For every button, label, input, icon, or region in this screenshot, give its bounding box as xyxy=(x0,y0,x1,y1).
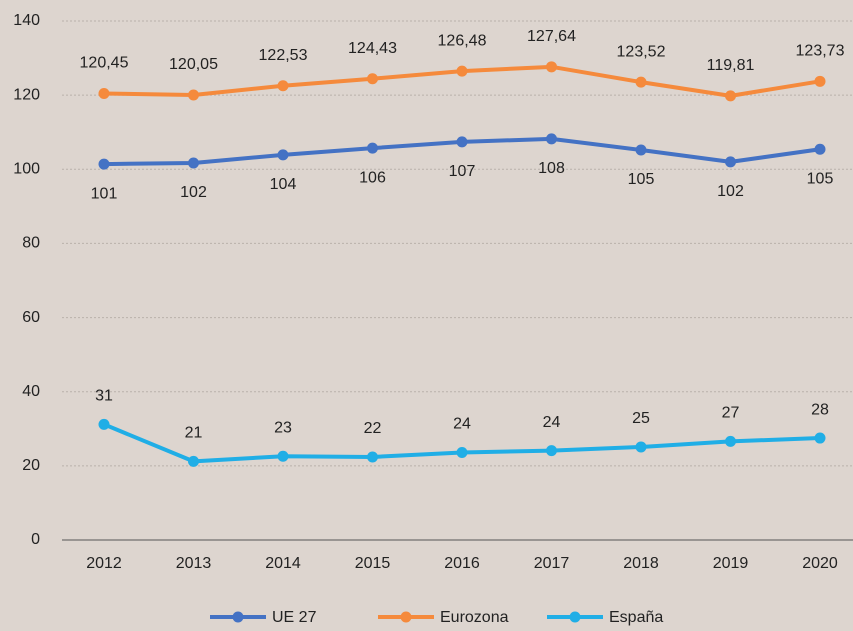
data-label: 24 xyxy=(543,414,561,431)
data-point xyxy=(725,435,736,447)
data-label: 106 xyxy=(359,169,386,186)
y-tick-label: 40 xyxy=(22,383,40,400)
data-point xyxy=(367,73,378,85)
data-label: 122,53 xyxy=(259,47,308,64)
data-point xyxy=(277,149,289,161)
data-label: 119,81 xyxy=(707,57,755,74)
data-point xyxy=(814,75,826,87)
data-label: 23 xyxy=(274,419,292,436)
legend-marker xyxy=(400,611,412,623)
data-label: 22 xyxy=(364,420,382,437)
data-label: 120,05 xyxy=(169,56,218,73)
data-point xyxy=(725,90,736,102)
x-tick-label: 2018 xyxy=(623,555,659,572)
x-tick-label: 2019 xyxy=(713,555,749,572)
y-tick-label: 100 xyxy=(13,161,40,178)
data-point xyxy=(635,144,647,156)
x-tick-label: 2012 xyxy=(86,555,122,572)
legend-marker xyxy=(569,611,581,623)
data-label: 25 xyxy=(632,410,650,427)
legend-marker xyxy=(232,611,244,623)
data-label: 105 xyxy=(807,170,834,187)
y-tick-label: 140 xyxy=(13,12,40,29)
legend-label: Eurozona xyxy=(440,609,509,626)
data-point xyxy=(188,455,199,467)
x-tick-label: 2016 xyxy=(444,555,480,572)
y-tick-label: 120 xyxy=(13,86,40,103)
data-label: 28 xyxy=(811,401,829,418)
data-point xyxy=(188,89,199,101)
data-label: 107 xyxy=(449,163,476,180)
data-point xyxy=(188,157,199,169)
data-point xyxy=(546,61,557,73)
data-label: 104 xyxy=(270,176,297,193)
y-tick-label: 0 xyxy=(31,531,40,548)
data-point xyxy=(456,136,468,148)
data-label: 126,48 xyxy=(438,32,487,49)
x-tick-label: 2017 xyxy=(534,555,570,572)
data-point xyxy=(277,80,289,92)
legend-label: España xyxy=(609,609,663,626)
data-label: 124,43 xyxy=(348,40,397,57)
data-label: 123,52 xyxy=(617,43,666,60)
data-point xyxy=(546,133,557,145)
data-label: 123,73 xyxy=(796,43,845,60)
data-point xyxy=(277,450,289,462)
data-point xyxy=(814,432,826,444)
legend-label: UE 27 xyxy=(272,609,317,626)
data-point xyxy=(546,445,557,457)
data-point xyxy=(725,156,736,168)
y-tick-label: 60 xyxy=(22,309,40,326)
data-label: 105 xyxy=(628,171,655,188)
data-label: 120,45 xyxy=(80,55,129,72)
data-point xyxy=(814,143,826,155)
data-label: 27 xyxy=(722,405,740,422)
data-label: 31 xyxy=(95,388,113,405)
data-label: 102 xyxy=(180,184,207,201)
y-tick-label: 20 xyxy=(22,457,40,474)
data-point xyxy=(98,87,110,99)
data-label: 101 xyxy=(91,185,118,202)
data-label: 102 xyxy=(717,183,744,200)
data-point xyxy=(456,447,468,459)
data-point xyxy=(456,65,468,77)
data-point xyxy=(635,76,647,88)
x-tick-label: 2020 xyxy=(802,555,838,572)
data-point xyxy=(367,451,378,463)
x-tick-label: 2015 xyxy=(355,555,391,572)
data-point xyxy=(635,441,647,453)
data-label: 24 xyxy=(453,416,471,433)
data-point xyxy=(98,158,110,170)
data-label: 108 xyxy=(538,160,565,177)
x-tick-label: 2014 xyxy=(265,555,301,572)
data-point xyxy=(367,142,378,154)
data-point xyxy=(98,418,110,430)
data-label: 21 xyxy=(185,425,203,442)
x-tick-label: 2013 xyxy=(176,555,212,572)
y-tick-label: 80 xyxy=(22,235,40,252)
data-label: 127,64 xyxy=(527,28,576,45)
